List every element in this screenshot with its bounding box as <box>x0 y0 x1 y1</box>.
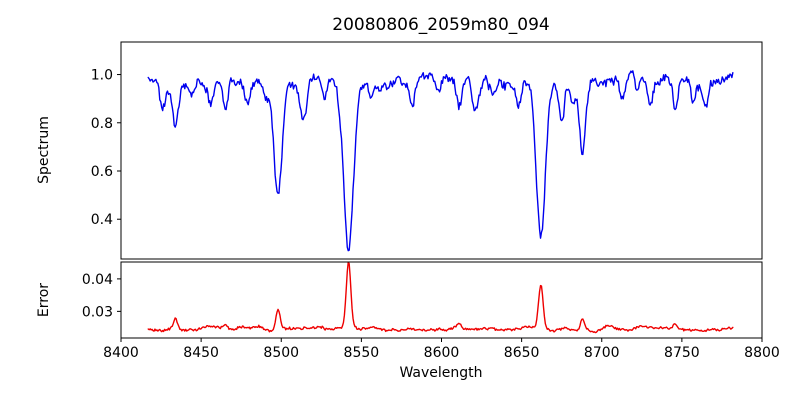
y-tick-label: 0.04 <box>82 272 113 288</box>
x-tick-label: 8400 <box>103 345 139 361</box>
x-tick-label: 8600 <box>424 345 460 361</box>
error-y-axis-label: Error <box>36 283 52 317</box>
x-tick-label: 8750 <box>664 345 700 361</box>
y-tick-label: 1.0 <box>91 68 113 84</box>
y-tick-label: 0.4 <box>91 212 113 228</box>
error-y-ticks: 0.03 0.04 <box>82 272 121 320</box>
y-tick-label: 0.6 <box>91 164 113 180</box>
x-axis-label: Wavelength <box>399 365 482 381</box>
spectrum-data-line <box>147 70 734 252</box>
spectrum-panel-frame <box>120 41 763 260</box>
error-panel-frame <box>120 261 763 339</box>
error-data-line <box>147 262 734 334</box>
figure-title: 20080806_2059m80_094 <box>332 15 549 35</box>
x-tick-label: 8650 <box>504 345 540 361</box>
y-tick-label: 0.03 <box>82 304 113 320</box>
spectrum-y-axis-label: Spectrum <box>36 116 52 184</box>
y-tick-label: 0.8 <box>91 116 113 132</box>
x-tick-label: 8550 <box>344 345 380 361</box>
spectrum-y-ticks: 0.4 0.6 0.8 1.0 <box>91 68 121 228</box>
x-tick-label: 8450 <box>183 345 219 361</box>
x-tick-label: 8700 <box>584 345 620 361</box>
x-ticks: 8400 8450 8500 8550 8600 8650 8700 8750 8800 <box>103 338 780 361</box>
x-tick-label: 8500 <box>263 345 299 361</box>
x-tick-label: 8800 <box>744 345 780 361</box>
